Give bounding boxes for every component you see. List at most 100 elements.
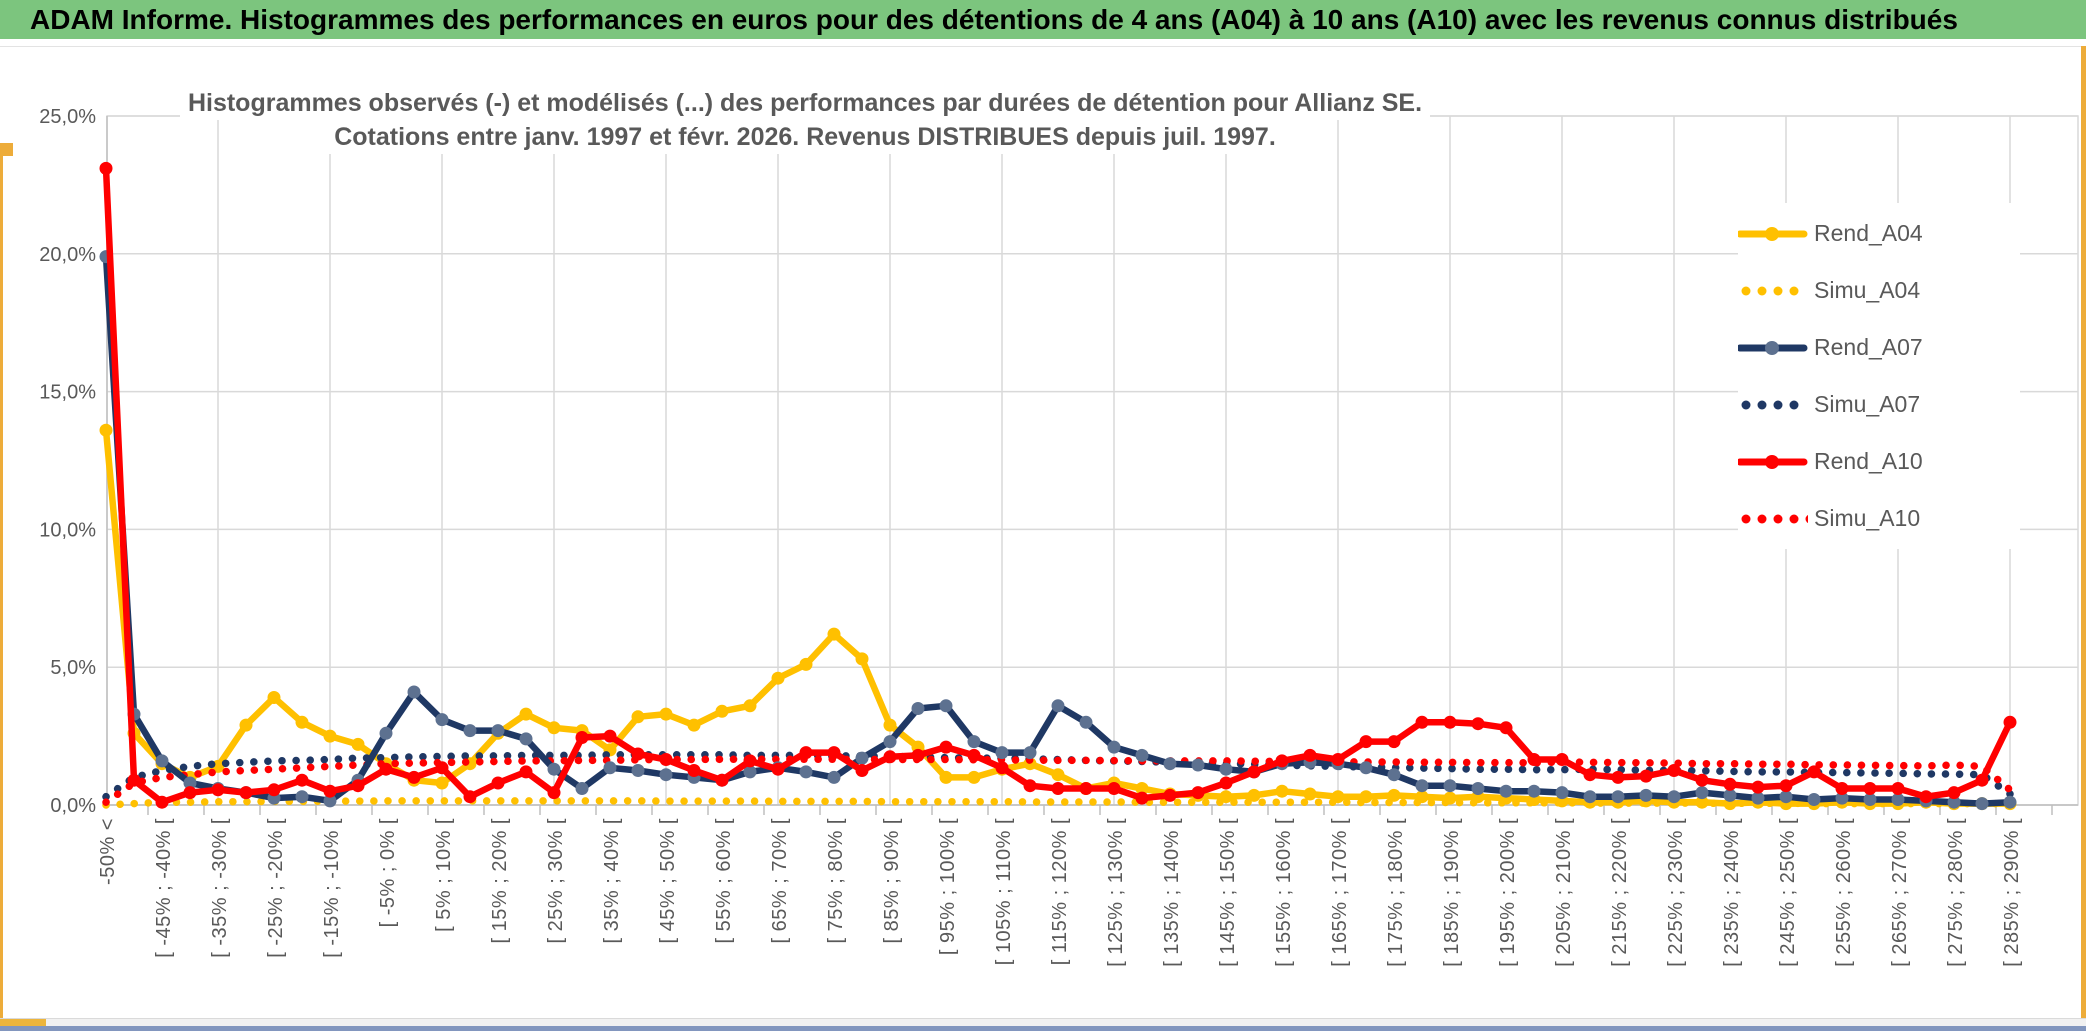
data-point-marker — [855, 652, 869, 666]
data-point-marker — [883, 750, 897, 764]
x-tick-label: [ 75% ; 80% [ — [825, 818, 847, 943]
data-point-marker — [1135, 748, 1149, 762]
data-point-marker — [239, 786, 253, 800]
series-lines[interactable] — [99, 161, 2017, 811]
data-point-marker — [435, 776, 449, 790]
data-point-marker — [1219, 762, 1233, 776]
legend-item-Rend_A07[interactable]: Rend_A07 — [1738, 319, 2020, 376]
x-tick-label: [ 195% ; 200% [ — [1497, 818, 1519, 967]
legend-item-Rend_A04[interactable]: Rend_A04 — [1738, 205, 2020, 262]
data-point-marker — [1639, 788, 1653, 802]
legend-line-swatch-icon — [1738, 340, 1808, 355]
data-point-marker — [323, 784, 337, 798]
data-point-marker — [1247, 788, 1261, 802]
legend-item-Simu_A07[interactable]: Simu_A07 — [1738, 376, 2020, 433]
data-point-marker — [967, 748, 981, 762]
x-tick-label: [ 215% ; 220% [ — [1609, 818, 1631, 967]
legend-dotted-swatch-icon — [1741, 286, 1799, 295]
data-point-marker — [1303, 787, 1317, 801]
data-point-marker — [827, 627, 841, 641]
series-Rend_A04[interactable] — [99, 423, 2017, 811]
data-point-marker — [743, 765, 757, 779]
data-point-marker — [1163, 788, 1177, 802]
data-point-marker — [1611, 790, 1625, 804]
data-point-marker — [1471, 717, 1485, 731]
data-point-marker — [1975, 797, 1989, 811]
data-point-marker — [1191, 786, 1205, 800]
x-tick-label: [ 155% ; 160% [ — [1273, 818, 1295, 967]
data-point-marker — [1359, 761, 1373, 775]
data-point-marker — [1275, 784, 1289, 798]
header-bar: ADAM Informe. Histogrammes des performan… — [0, 0, 2086, 39]
data-point-marker — [1695, 773, 1709, 787]
x-tick-label: [ 145% ; 150% [ — [1217, 818, 1239, 967]
data-point-marker — [1331, 790, 1345, 804]
x-tick-label: [ 175% ; 180% [ — [1385, 818, 1407, 967]
data-point-marker — [1415, 715, 1429, 729]
data-point-marker — [1583, 790, 1597, 804]
data-point-marker — [715, 704, 729, 718]
legend-item-Simu_A04[interactable]: Simu_A04 — [1738, 262, 2020, 319]
x-tick-label: [ 165% ; 170% [ — [1329, 818, 1351, 967]
data-point-marker — [1443, 715, 1457, 729]
data-point-marker — [1387, 768, 1401, 782]
data-point-marker — [1947, 795, 1961, 809]
data-point-marker — [1555, 753, 1569, 766]
axis-labels: 25,0% 20,0% 15,0% 10,0% 5,0% 0,0%-50% < [ -45%… — [39, 106, 2023, 967]
legend-label: Simu_A04 — [1814, 277, 1921, 303]
scrollbar-thumb[interactable] — [0, 1019, 46, 1027]
gold-right-border — [2081, 46, 2086, 1026]
data-point-marker — [1191, 758, 1205, 772]
legend-item-Simu_A10[interactable]: Simu_A10 — [1738, 490, 2020, 547]
data-point-marker — [1135, 791, 1149, 805]
data-point-marker — [1051, 768, 1065, 782]
data-point-marker — [1863, 782, 1877, 795]
data-point-marker — [351, 779, 365, 793]
data-point-marker — [743, 754, 757, 768]
x-tick-label: [ -25% ; -20% [ — [265, 818, 287, 958]
x-tick-label: [ 115% ; 120% [ — [1049, 818, 1071, 965]
legend-item-Rend_A10[interactable]: Rend_A10 — [1738, 433, 2020, 490]
window-bottom-bar — [0, 1026, 2086, 1031]
x-tick-label: [ 15% ; 20% [ — [489, 818, 511, 943]
series-Simu_A10[interactable] — [102, 755, 2014, 806]
series-line-dotted[interactable] — [102, 755, 2014, 806]
data-point-marker — [267, 691, 281, 704]
horizontal-scrollbar[interactable] — [0, 1018, 2086, 1027]
data-point-marker — [1247, 765, 1261, 779]
data-point-marker — [519, 732, 533, 746]
data-point-marker — [659, 768, 673, 782]
data-point-marker — [1807, 793, 1821, 806]
data-point-marker — [519, 707, 533, 721]
data-point-marker — [995, 761, 1009, 775]
data-point-marker — [631, 710, 645, 724]
data-point-marker — [827, 746, 841, 760]
data-point-marker — [1107, 782, 1121, 795]
data-point-marker — [883, 718, 897, 732]
x-tick-label: -50% < — [97, 818, 119, 885]
data-point-marker — [1079, 782, 1093, 795]
data-point-marker — [323, 729, 337, 743]
data-point-marker — [1471, 782, 1485, 795]
data-point-marker — [1107, 740, 1121, 754]
series-line-solid[interactable] — [102, 426, 2014, 807]
data-point-marker — [99, 423, 113, 437]
data-point-marker — [1947, 786, 1961, 800]
data-point-marker — [547, 786, 561, 800]
data-point-marker — [1051, 699, 1065, 713]
data-point-marker — [267, 783, 281, 797]
data-point-marker — [295, 715, 309, 729]
data-point-marker — [155, 795, 169, 809]
data-point-marker — [967, 770, 981, 784]
legend-label: Simu_A10 — [1814, 505, 1921, 531]
y-tick-label: 20,0% — [39, 244, 96, 266]
data-point-marker — [1611, 770, 1625, 784]
x-tick-label: [ -15% ; -10% [ — [321, 818, 343, 958]
series-Rend_A10[interactable] — [99, 161, 2017, 809]
data-point-marker — [407, 685, 421, 699]
x-tick-label: [ 205% ; 210% [ — [1553, 818, 1575, 967]
data-point-marker — [351, 737, 365, 751]
x-tick-label: [ 25% ; 30% [ — [545, 818, 567, 943]
data-point-marker — [799, 765, 813, 779]
